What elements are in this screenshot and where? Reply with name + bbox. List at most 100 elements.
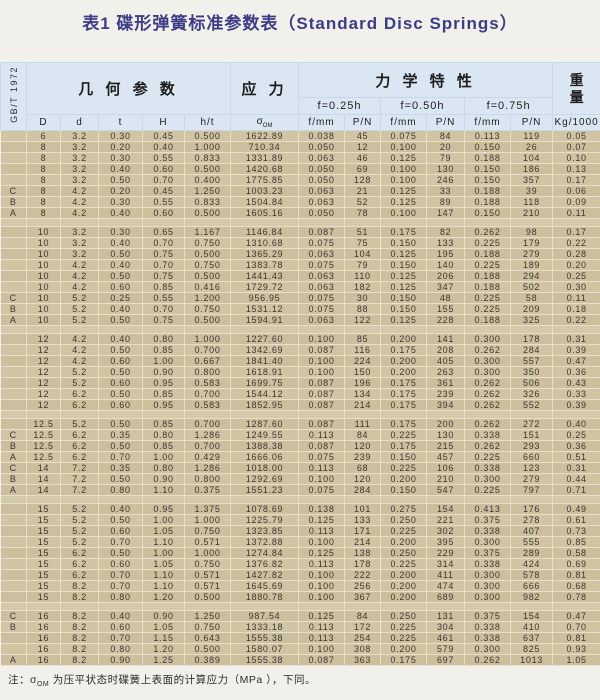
- value-cell: 0.262: [464, 418, 512, 430]
- value-cell: 15: [26, 558, 61, 570]
- table-row: A 16 8.2 0.90 1.25 0.389 1555.38 0.087 363 0.175 6…: [0, 654, 600, 666]
- value-cell: 0.643: [184, 632, 232, 644]
- standard-label: GB/T 1972: [0, 62, 27, 131]
- value-cell: 0.500: [184, 207, 232, 219]
- separator-cell: [552, 325, 600, 334]
- value-cell: 363: [344, 654, 382, 666]
- value-cell: 0.40: [98, 610, 143, 622]
- value-cell: 0.85: [142, 388, 185, 400]
- value-cell: 1880.78: [230, 591, 300, 603]
- value-cell: 0.500: [184, 643, 232, 655]
- separator-cell: [98, 325, 143, 334]
- value-cell: 0.85: [142, 344, 185, 356]
- value-cell: 0.60: [98, 399, 143, 411]
- separator-cell: [26, 218, 61, 227]
- value-cell: 0.70: [98, 569, 143, 581]
- col-p-050: P/N: [426, 114, 466, 131]
- sigma-symbol: σ: [30, 674, 37, 686]
- value-cell: 84: [344, 610, 382, 622]
- grade-cell: [0, 163, 27, 175]
- value-cell: 4.2: [60, 207, 99, 219]
- value-cell: 0.85: [552, 536, 600, 548]
- value-cell: 214: [344, 536, 382, 548]
- separator-cell: [344, 218, 382, 227]
- value-cell: 0.30: [552, 281, 600, 293]
- value-cell: 3.2: [60, 237, 99, 249]
- value-cell: 1078.69: [230, 503, 300, 515]
- value-cell: 10: [26, 292, 61, 304]
- value-cell: 555: [510, 536, 554, 548]
- table-row: C 10 5.2 0.25 0.55 1.200 956.95 0.075 30 0.150 48 0…: [0, 292, 600, 304]
- value-cell: 0.429: [184, 451, 232, 463]
- value-cell: 15: [26, 591, 61, 603]
- value-cell: 0.500: [184, 248, 232, 260]
- value-cell: 0.800: [184, 473, 232, 485]
- value-cell: 3.2: [60, 152, 99, 164]
- value-cell: 0.750: [184, 525, 232, 537]
- value-cell: 0.70: [552, 621, 600, 633]
- value-cell: 178: [510, 333, 554, 345]
- value-cell: 10: [26, 259, 61, 271]
- value-cell: 8: [26, 174, 61, 186]
- value-cell: 0.60: [98, 355, 143, 367]
- value-cell: 797: [510, 484, 554, 496]
- value-cell: 0.30: [98, 226, 143, 238]
- value-cell: 14: [26, 473, 61, 485]
- value-cell: 0.100: [298, 591, 346, 603]
- value-cell: 0.50: [98, 344, 143, 356]
- value-cell: 196: [344, 377, 382, 389]
- separator-cell: [98, 218, 143, 227]
- value-cell: 0.063: [298, 314, 346, 326]
- value-cell: 0.113: [298, 429, 346, 441]
- header-geometry: 几 何 参 数: [25, 62, 232, 115]
- value-cell: 171: [344, 525, 382, 537]
- value-cell: 1.200: [184, 292, 232, 304]
- value-cell: 208: [426, 344, 466, 356]
- value-cell: 1.000: [184, 141, 232, 153]
- value-cell: 0.800: [184, 366, 232, 378]
- value-cell: 130: [426, 429, 466, 441]
- value-cell: 1.20: [142, 643, 185, 655]
- value-cell: 0.750: [184, 558, 232, 570]
- value-cell: 0.275: [380, 503, 428, 515]
- table-row: 12.5 5.2 0.50 0.85 0.700 1287.60 0.087 111 0.175…: [0, 418, 600, 430]
- value-cell: 279: [510, 248, 554, 260]
- value-cell: 0.087: [298, 418, 346, 430]
- table-row: C 16 8.2 0.40 0.90 1.250 987.54 0.125 84 0.250 131…: [0, 610, 600, 622]
- value-cell: 1274.84: [230, 547, 300, 559]
- value-cell: 1013: [510, 654, 554, 666]
- value-cell: 0.125: [380, 152, 428, 164]
- value-cell: 0.750: [184, 303, 232, 315]
- table-body: 6 3.2 0.30 0.45 0.500 1622.89 0.038 45 0.075 84 0.…: [0, 130, 600, 666]
- col-f-025: f/mm: [298, 114, 346, 131]
- value-cell: 88: [344, 303, 382, 315]
- table-row: 16 8.2 0.80 1.20 0.500 1580.07 0.100 308 0.200 57…: [0, 643, 600, 655]
- value-cell: 0.85: [142, 440, 185, 452]
- value-cell: 0.063: [298, 281, 346, 293]
- value-cell: 0.58: [552, 547, 600, 559]
- value-cell: 474: [426, 580, 466, 592]
- value-cell: 407: [510, 525, 554, 537]
- value-cell: 5.2: [60, 536, 99, 548]
- value-cell: 12.5: [26, 429, 61, 441]
- value-cell: 4.2: [60, 270, 99, 282]
- col-d: d: [60, 114, 99, 131]
- value-cell: 12: [26, 344, 61, 356]
- value-cell: 0.100: [298, 536, 346, 548]
- value-cell: 0.50: [98, 440, 143, 452]
- separator-cell: [184, 495, 232, 504]
- value-cell: 0.40: [98, 333, 143, 345]
- value-cell: 0.70: [142, 174, 185, 186]
- separator-cell: [298, 602, 346, 611]
- value-cell: 0.40: [98, 259, 143, 271]
- header-weight: 重量: [552, 62, 600, 115]
- value-cell: 0.75: [142, 248, 185, 260]
- value-cell: 16: [26, 643, 61, 655]
- value-cell: 987.54: [230, 610, 300, 622]
- value-cell: 256: [344, 580, 382, 592]
- value-cell: 0.262: [464, 388, 512, 400]
- value-cell: 5.2: [60, 514, 99, 526]
- value-cell: 186: [510, 163, 554, 175]
- value-cell: 5.2: [60, 418, 99, 430]
- value-cell: 1.000: [184, 514, 232, 526]
